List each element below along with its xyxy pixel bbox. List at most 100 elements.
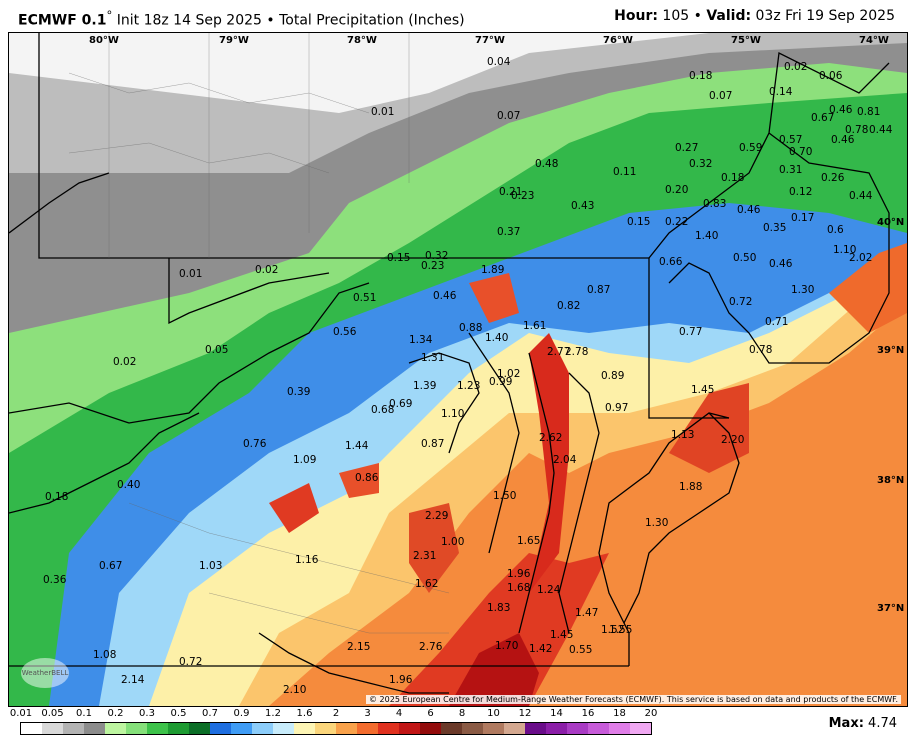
- precip-value-label: 0.78: [749, 344, 772, 356]
- precip-value-labels: 0.04 0.18 0.02 0.06 0.01 0.07 0.07 0.14 0.46 0.81…: [43, 56, 893, 696]
- legend-swatch: [273, 723, 294, 734]
- legend-swatch: [336, 723, 357, 734]
- legend-color-bar: [20, 722, 652, 735]
- legend-swatch: [357, 723, 378, 734]
- precip-value-label: 1.70: [495, 640, 518, 652]
- precip-value-label: 1.96: [507, 568, 531, 580]
- bullet-2: •: [693, 8, 702, 24]
- precip-value-label: 1.55: [609, 624, 632, 636]
- county-borders: [68, 33, 450, 634]
- precip-value-label: 0.81: [857, 106, 880, 118]
- precip-value-label: 0.43: [571, 200, 594, 212]
- legend-tick-label: 8: [458, 708, 466, 719]
- legend-tick-label: 3: [364, 708, 371, 719]
- legend-swatch: [399, 723, 420, 734]
- legend-swatch: [420, 723, 441, 734]
- lon-label-80w: 80°W: [89, 35, 119, 46]
- precip-value-label: 0.70: [789, 146, 812, 158]
- legend-swatch: [504, 723, 525, 734]
- precip-value-label: 0.27: [675, 142, 698, 154]
- precip-value-label: 0.51: [353, 292, 376, 304]
- precip-value-label: 1.39: [413, 380, 436, 392]
- legend-tick-label: 12: [518, 708, 532, 719]
- product-name: Total Precipitation (Inches): [279, 12, 465, 29]
- precip-value-label: 0.46: [737, 204, 761, 216]
- precip-value-label: 0.87: [587, 284, 610, 296]
- precip-value-label: 0.32: [689, 158, 712, 170]
- precip-value-label: 1.24: [537, 584, 561, 596]
- valid-label: Valid:: [706, 8, 752, 24]
- precip-value-label: 0.72: [179, 656, 202, 668]
- precip-value-label: 1.31: [421, 352, 444, 364]
- precip-value-label: 0.67: [99, 560, 122, 572]
- precip-value-label: 1.52: [601, 624, 624, 636]
- precip-value-label: 0.05: [205, 344, 228, 356]
- precip-value-label: 0.99: [489, 376, 512, 388]
- lon-label-74w: 74°W: [859, 35, 889, 46]
- precip-value-label: 1.30: [791, 284, 814, 296]
- legend-swatch: [567, 723, 588, 734]
- precip-value-label: 0.56: [333, 326, 357, 338]
- precip-value-label: 2.62: [539, 432, 562, 444]
- precip-value-label: 0.6: [827, 224, 844, 236]
- precip-value-label: 0.68: [371, 404, 394, 416]
- precip-value-label: 0.26: [821, 172, 845, 184]
- precip-value-label: 1.00: [441, 536, 464, 548]
- precip-value-label: 1.61: [523, 320, 546, 332]
- lon-label-77w: 77°W: [475, 35, 505, 46]
- precip-value-label: 0.11: [613, 166, 636, 178]
- legend-tick-label: 0.3: [139, 708, 155, 719]
- precip-legend: 0.01 0.05 0.1 0.2 0.3 0.5 0.7 0.9 1.2 1.6 2 3 4 6 8 10 1…: [10, 708, 660, 742]
- precip-value-label: 0.87: [421, 438, 444, 450]
- legend-swatch: [462, 723, 483, 734]
- legend-ticks: 0.01 0.05 0.1 0.2 0.3 0.5 0.7 0.9 1.2 1.6 2 3 4 6 8 10 1…: [10, 708, 660, 722]
- legend-swatch: [84, 723, 105, 734]
- precip-value-label: 0.01: [179, 268, 202, 280]
- precip-value-label: 2.29: [425, 510, 448, 522]
- legend-swatch: [294, 723, 315, 734]
- precip-value-label: 1.23: [457, 380, 480, 392]
- precip-value-label: 0.89: [601, 370, 624, 382]
- legend-tick-label: 0.2: [107, 708, 124, 719]
- precip-value-label: 0.35: [763, 222, 786, 234]
- precip-value-label: 0.88: [459, 322, 482, 334]
- precip-value-label: 0.01: [371, 106, 394, 118]
- copyright-notice: © 2025 European Centre for Medium-Range …: [366, 695, 901, 704]
- legend-tick-label: 0.05: [41, 708, 64, 719]
- precip-value-label: 0.07: [497, 110, 520, 122]
- precip-value-label: 0.82: [557, 300, 580, 312]
- valid-value: 03z Fri 19 Sep 2025: [755, 8, 895, 24]
- legend-swatch: [378, 723, 399, 734]
- lon-label-75w: 75°W: [731, 35, 761, 46]
- precip-value-label: 1.10: [833, 244, 856, 256]
- precip-value-label: 0.07: [709, 90, 732, 102]
- map-canvas: [9, 33, 907, 706]
- valid-time-block: Hour: 105 • Valid: 03z Fri 19 Sep 2025: [614, 8, 895, 24]
- legend-tick-label: 0.01: [9, 708, 33, 719]
- init-time: Init 18z 14 Sep 2025: [116, 12, 262, 29]
- precip-value-label: 0.46: [829, 104, 853, 116]
- precip-value-label: 0.02: [784, 61, 807, 73]
- precip-value-label: 1.62: [415, 578, 438, 590]
- precip-value-label: 0.66: [659, 256, 683, 268]
- precip-value-label: 0.31: [779, 164, 802, 176]
- precip-value-label: 0.69: [389, 398, 412, 410]
- precip-value-label: 0.04: [487, 56, 511, 68]
- precip-value-label: 1.03: [199, 560, 222, 572]
- precip-value-label: 0.83: [703, 198, 726, 210]
- precip-value-label: 0.15: [387, 252, 410, 264]
- bullet-1: •: [266, 12, 275, 29]
- model-name: ECMWF 0.1: [18, 12, 107, 29]
- precip-value-label: 0.59: [739, 142, 762, 154]
- precip-value-label: 0.20: [665, 184, 688, 196]
- precip-value-label: 2.04: [553, 454, 577, 466]
- precip-value-label: 0.37: [497, 226, 520, 238]
- precip-value-label: 0.02: [113, 356, 136, 368]
- lat-label-37n: 37°N: [877, 603, 904, 614]
- precip-value-label: 0.06: [819, 70, 843, 82]
- lon-label-79w: 79°W: [219, 35, 249, 46]
- precip-value-label: 0.67: [811, 112, 834, 124]
- precip-value-label: 0.18: [45, 491, 68, 503]
- precip-value-label: 0.76: [243, 438, 267, 450]
- precip-value-label: 0.86: [355, 472, 379, 484]
